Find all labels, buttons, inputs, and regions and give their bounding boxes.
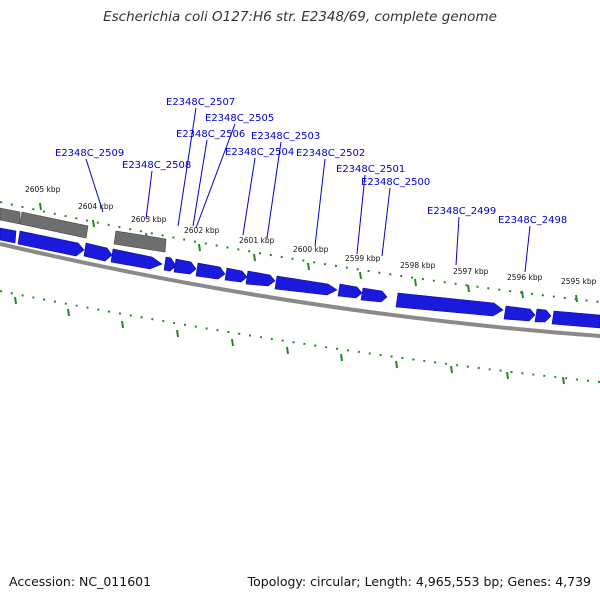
kbp-tick-label: 2605 kbp — [25, 185, 61, 194]
inner-tick-mark — [506, 371, 509, 380]
gene-feature-forward[interactable] — [245, 270, 276, 287]
genome-backbone — [0, 242, 600, 338]
gene-feature-other[interactable] — [113, 230, 167, 253]
map-title: Escherichia coli O127:H6 str. E2348/69, … — [103, 9, 497, 25]
kbp-tick-label: 2602 kbp — [184, 226, 220, 235]
gene-feature-forward[interactable] — [17, 230, 85, 257]
gene-label[interactable]: E2348C_2507 — [166, 97, 235, 108]
kbp-tick-mark — [575, 294, 578, 303]
gene-feature-other[interactable] — [19, 211, 89, 239]
gene-feature-forward[interactable] — [395, 292, 504, 317]
inner-tick-mark — [395, 360, 398, 369]
inner-tick-mark — [286, 346, 289, 355]
gene-feature-forward[interactable] — [0, 227, 17, 244]
kbp-tick-label: 2595 kbp — [561, 277, 597, 286]
gene-label-leader — [145, 170, 153, 220]
gene-feature-other[interactable] — [0, 207, 21, 225]
kbp-tick-mark — [307, 262, 310, 271]
gene-feature-forward[interactable] — [534, 308, 552, 323]
inner-tick-mark — [450, 365, 453, 374]
inner-tick-mark — [67, 308, 70, 317]
inner-tick-mark — [14, 296, 17, 305]
kbp-tick-label: 2603 kbp — [131, 215, 167, 224]
gene-label-leader — [177, 107, 197, 227]
gene-label[interactable]: E2348C_2505 — [205, 113, 274, 124]
gene-feature-forward[interactable] — [551, 310, 600, 329]
inner-scale-ring — [0, 290, 600, 383]
kbp-tick-label: 2596 kbp — [507, 273, 543, 282]
gene-label-leader — [314, 158, 326, 247]
kbp-tick-mark — [414, 278, 417, 287]
gene-label-leader — [266, 141, 282, 239]
gene-label[interactable]: E2348C_2509 — [55, 148, 124, 159]
gene-label-leader — [192, 139, 208, 227]
gene-label-leader — [242, 157, 256, 236]
genome-summary-text: Topology: circular; Length: 4,965,553 bp… — [247, 574, 591, 589]
gene-label[interactable]: E2348C_2499 — [427, 206, 496, 217]
kbp-tick-label: 2601 kbp — [239, 236, 275, 245]
inner-tick-mark — [562, 376, 565, 385]
gene-feature-forward[interactable] — [503, 305, 536, 322]
inner-tick-mark — [340, 353, 343, 362]
gene-label[interactable]: E2348C_2508 — [122, 160, 191, 171]
gene-label-leader — [195, 123, 236, 229]
gene-feature-forward[interactable] — [360, 287, 388, 303]
gene-feature-forward[interactable] — [83, 242, 113, 262]
accession-text: Accession: NC_011601 — [9, 574, 152, 589]
kbp-tick-label: 2598 kbp — [400, 261, 436, 270]
gene-feature-forward[interactable] — [173, 258, 197, 275]
kbp-tick-label: 2604 kbp — [78, 202, 114, 211]
inner-tick-mark — [231, 338, 234, 347]
gene-label[interactable]: E2348C_2503 — [251, 131, 320, 142]
inner-tick-mark — [121, 320, 124, 329]
inner-tick-mark — [176, 329, 179, 338]
kbp-tick-mark — [92, 219, 95, 228]
kbp-tick-label: 2597 kbp — [453, 267, 489, 276]
gene-label[interactable]: E2348C_2498 — [498, 215, 567, 226]
kbp-tick-mark — [198, 243, 201, 252]
gene-feature-forward[interactable] — [163, 256, 177, 272]
gene-label-leader — [455, 216, 460, 266]
gene-label-leader — [381, 187, 391, 257]
gene-label[interactable]: E2348C_2504 — [225, 147, 294, 158]
gene-label[interactable]: E2348C_2506 — [176, 129, 245, 140]
kbp-tick-mark — [467, 284, 470, 293]
gene-feature-forward[interactable] — [195, 262, 226, 280]
kbp-tick-mark — [253, 253, 256, 262]
gene-feature-forward[interactable] — [274, 275, 338, 296]
gene-label[interactable]: E2348C_2502 — [296, 148, 365, 159]
kbp-tick-mark — [359, 271, 362, 280]
gene-label-leader — [524, 225, 531, 273]
kbp-tick-label: 2600 kbp — [293, 245, 329, 254]
gene-label-leader — [356, 174, 366, 255]
gene-feature-forward[interactable] — [337, 283, 363, 299]
gene-feature-forward[interactable] — [110, 248, 163, 270]
kbp-tick-mark — [39, 202, 42, 211]
kbp-tick-mark — [521, 290, 524, 299]
gene-label[interactable]: E2348C_2500 — [361, 177, 430, 188]
gene-feature-forward[interactable] — [224, 267, 248, 283]
gene-label-leader — [85, 158, 104, 213]
kbp-tick-label: 2599 kbp — [345, 254, 381, 263]
gene-label[interactable]: E2348C_2501 — [336, 164, 405, 175]
